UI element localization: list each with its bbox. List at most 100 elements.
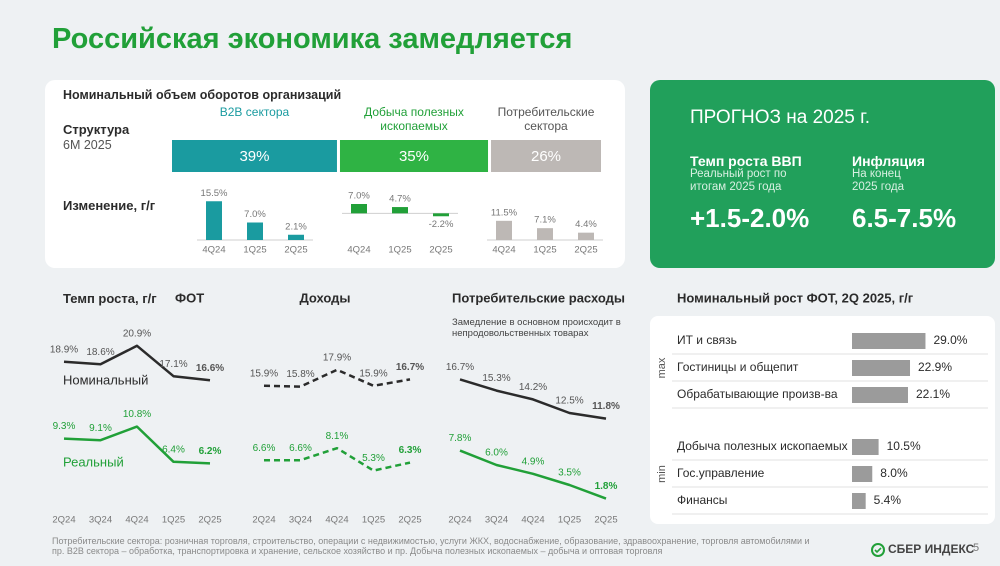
value-label: 10.8% [123, 409, 151, 420]
value-label: 16.7% [446, 362, 474, 373]
bar [433, 213, 449, 217]
x-tick-label: 2Q24 [448, 515, 471, 526]
bar [392, 207, 408, 214]
group-label: max [656, 357, 668, 378]
structure-bar [339, 140, 489, 172]
x-tick-label: 2Q25 [429, 245, 452, 256]
value-label: 20.9% [123, 328, 151, 339]
x-tick-label: 1Q25 [362, 515, 385, 526]
bar [351, 204, 367, 214]
brand: СБЕР ИНДЕКС [888, 542, 975, 556]
value-label: 14.2% [519, 382, 547, 393]
bar [852, 493, 866, 509]
page-title: Российская экономика замедляется [52, 23, 573, 55]
value-label: 4.9% [522, 456, 545, 467]
segment-name: Потребительские сектора [497, 105, 595, 134]
chart-title: Доходы [299, 290, 350, 305]
value-label: 9.1% [89, 423, 112, 434]
value-label: 1.8% [595, 481, 618, 492]
value-label: 6.0% [485, 448, 508, 459]
value-label: 15.3% [482, 373, 510, 384]
value-label: 6.6% [289, 443, 312, 454]
category-label: Обрабатывающие произв-ва [677, 387, 838, 401]
x-tick-label: 2Q24 [252, 515, 275, 526]
series-line [459, 378, 607, 420]
series-line [263, 368, 411, 388]
series-line [264, 446, 411, 472]
value-label: 15.9% [359, 368, 387, 379]
row-sublabel: 6М 2025 [63, 138, 112, 152]
chart-title: Потребительские расходы [452, 290, 625, 305]
value-label: 6.6% [253, 443, 276, 454]
category-label: Добыча полезных ископаемых [677, 439, 848, 453]
x-tick-label: 4Q24 [347, 245, 370, 256]
forecast-value: 6.5-7.5% [852, 203, 957, 233]
category-label: ИТ и связь [677, 333, 737, 347]
forecast-note: Реальный рост по итогам 2025 года [690, 168, 787, 193]
bar-label: 39% [239, 148, 269, 165]
x-tick-label: 1Q25 [388, 245, 411, 256]
value-label: 2.1% [285, 221, 307, 232]
group-label: min [656, 465, 668, 483]
x-tick-label: 2Q25 [284, 245, 307, 256]
value-label: 11.5% [491, 207, 518, 218]
forecast-panel [650, 80, 995, 268]
value-label: 12.5% [555, 396, 583, 407]
value-label: 16.6% [196, 363, 224, 374]
value-label: 4.4% [575, 219, 597, 230]
x-tick-label: 4Q24 [125, 515, 148, 526]
value-label: 3.5% [558, 468, 581, 479]
value-label: 11.8% [592, 401, 620, 412]
x-tick-label: 4Q24 [202, 245, 225, 256]
x-tick-label: 4Q24 [325, 515, 348, 526]
value-label: 18.9% [50, 344, 78, 355]
value-label: 6.3% [399, 445, 422, 456]
bar [852, 333, 926, 349]
value-label: 22.9% [918, 360, 952, 374]
value-label: -2.2% [429, 219, 454, 230]
bar [852, 387, 908, 403]
bar [288, 234, 304, 240]
x-tick-label: 4Q24 [492, 245, 515, 256]
x-tick-label: 3Q24 [485, 515, 508, 526]
value-label: 7.0% [348, 191, 370, 202]
category-label: Гостиницы и общепит [677, 360, 799, 374]
bar [852, 439, 879, 455]
x-tick-label: 3Q24 [289, 515, 312, 526]
section-title: Темп роста, г/г [63, 291, 157, 306]
x-tick-label: 2Q24 [52, 515, 75, 526]
bar [537, 228, 553, 240]
value-label: 17.9% [323, 352, 351, 363]
series-line [459, 449, 607, 500]
bar [206, 201, 222, 240]
x-tick-label: 2Q25 [398, 515, 421, 526]
x-tick-label: 1Q25 [243, 245, 266, 256]
x-tick-label: 4Q24 [521, 515, 544, 526]
value-label: 6.4% [162, 444, 185, 455]
x-tick-label: 1Q25 [558, 515, 581, 526]
value-label: 5.3% [362, 453, 385, 464]
value-label: 9.3% [53, 421, 76, 432]
value-label: 17.1% [159, 359, 187, 370]
value-label: 10.5% [887, 439, 921, 453]
series-name: Реальный [63, 454, 124, 469]
value-label: 7.0% [244, 209, 266, 220]
panel-title: Номинальный объем оборотов организаций [63, 88, 342, 102]
series-line [63, 425, 211, 465]
value-label: 7.8% [449, 433, 472, 444]
bar-label: 35% [399, 148, 429, 165]
value-label: 29.0% [933, 333, 967, 347]
bar [852, 360, 911, 376]
category-label: Гос.управление [677, 466, 765, 480]
bar [852, 466, 873, 482]
value-label: 15.8% [286, 369, 314, 380]
value-label: 18.6% [86, 347, 114, 358]
row-label: Структура [63, 122, 130, 137]
structure-bar [491, 140, 601, 172]
segment-name: B2B сектора [219, 105, 290, 119]
value-label: 22.1% [916, 387, 950, 401]
value-label: 8.0% [880, 466, 908, 480]
value-label: 8.1% [326, 431, 349, 442]
